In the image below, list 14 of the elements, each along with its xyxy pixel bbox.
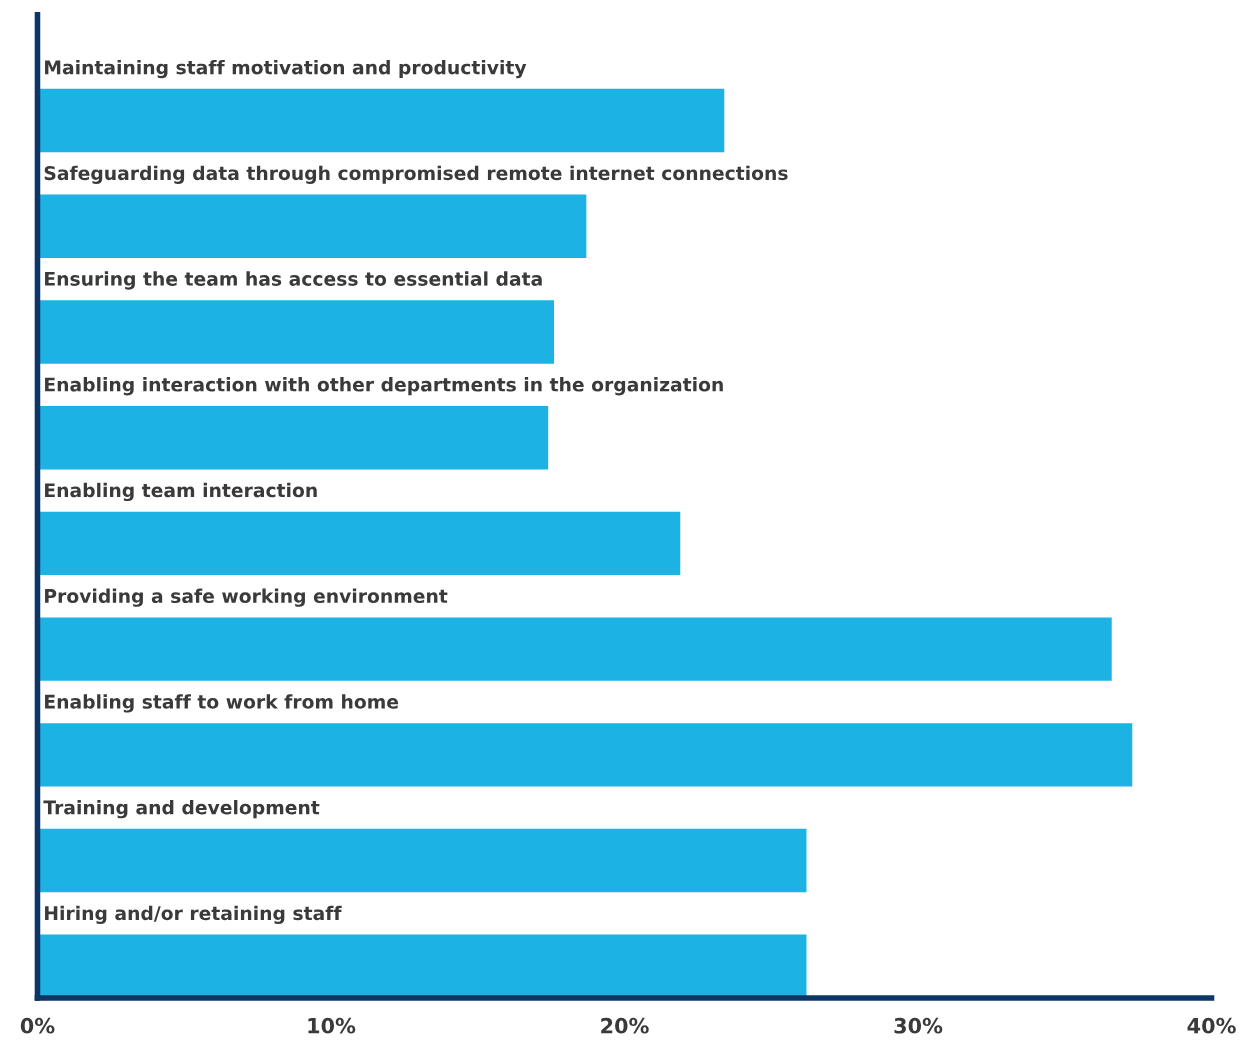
y-tick-label: Ensuring the team has access to essential data xyxy=(45,271,542,290)
y-tick-label: Training and development xyxy=(43,800,320,819)
y-tick-label: Safeguarding data through compromised remote internet connections xyxy=(44,165,788,184)
y-tick-label: Enabling staff to work from home xyxy=(45,694,399,713)
x-tick-label: 10% xyxy=(308,1017,356,1034)
x-tick-label: 40% xyxy=(1187,1017,1236,1034)
y-tick-label: Providing a safe working environment xyxy=(45,588,448,607)
x-tick-label: 20% xyxy=(601,1017,649,1034)
y-tick-label: Hiring and/or retaining staff xyxy=(45,905,342,925)
y-tick-label: Enabling interaction with other departments in the organization xyxy=(45,377,723,396)
x-tick-label: 0% xyxy=(20,1017,55,1034)
x-tick-label: 30% xyxy=(894,1017,943,1034)
y-tick-label: Enabling team interaction xyxy=(45,482,317,502)
y-tick-label: Maintaining staff motivation and productivity xyxy=(45,59,527,79)
